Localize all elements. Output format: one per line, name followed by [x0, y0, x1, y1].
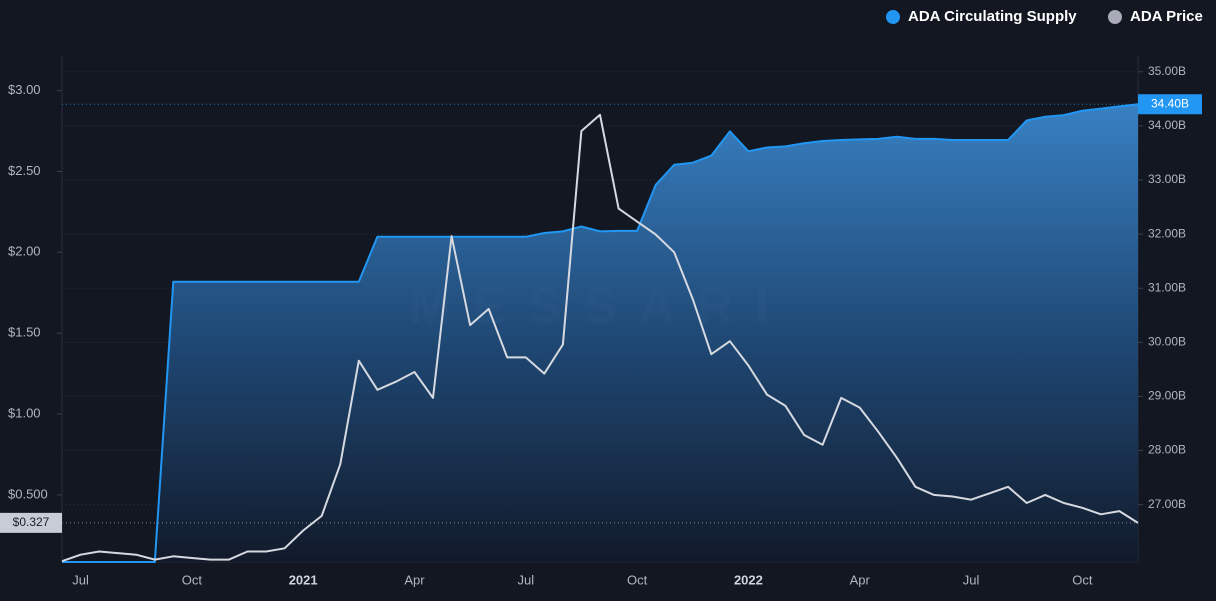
y2-tick-label: 31.00B	[1148, 280, 1186, 294]
y-tick-label: $3.00	[8, 82, 41, 97]
x-tick-label: Jul	[963, 572, 980, 587]
series-line	[61, 113, 1139, 563]
y-tick-label: $0.500	[8, 486, 48, 501]
legend-marker	[1108, 10, 1122, 24]
x-tick-label: Apr	[404, 572, 425, 587]
y2-tick-label: 32.00B	[1148, 226, 1186, 240]
x-tick-label: Oct	[1072, 572, 1093, 587]
legend-label: ADA Price	[1130, 8, 1203, 25]
area-fill	[62, 104, 1138, 562]
y-tick-label: $2.50	[8, 163, 41, 178]
x-tick-label: 2022	[734, 572, 763, 587]
x-tick-label: 2021	[289, 572, 318, 587]
y2-tick-label: 30.00B	[1148, 334, 1186, 348]
x-tick-label: Jul	[517, 572, 534, 587]
y2-tick-label: 33.00B	[1148, 172, 1186, 186]
x-tick-label: Oct	[627, 572, 648, 587]
current-value-badge	[1138, 94, 1202, 115]
legend-marker	[886, 10, 900, 24]
series-line	[62, 103, 1139, 563]
x-tick-label: Oct	[182, 572, 203, 587]
y2-tick-label: 29.00B	[1148, 389, 1186, 403]
current-value-badge	[0, 512, 62, 533]
y2-tick-label: 27.00B	[1148, 497, 1186, 511]
y2-tick-label: 28.00B	[1148, 443, 1186, 457]
current-value-label: $0.327	[13, 515, 50, 529]
y-tick-label: $2.00	[8, 244, 41, 259]
y2-tick-label: 35.00B	[1148, 64, 1186, 78]
legend-label: ADA Circulating Supply	[908, 8, 1077, 25]
y-tick-label: $1.00	[8, 405, 41, 420]
y-tick-label: $1.50	[8, 325, 41, 340]
current-value-label: 34.40B	[1151, 96, 1189, 110]
x-tick-label: Apr	[850, 572, 871, 587]
y2-tick-label: 34.00B	[1148, 118, 1186, 132]
x-tick-label: Jul	[72, 572, 89, 587]
